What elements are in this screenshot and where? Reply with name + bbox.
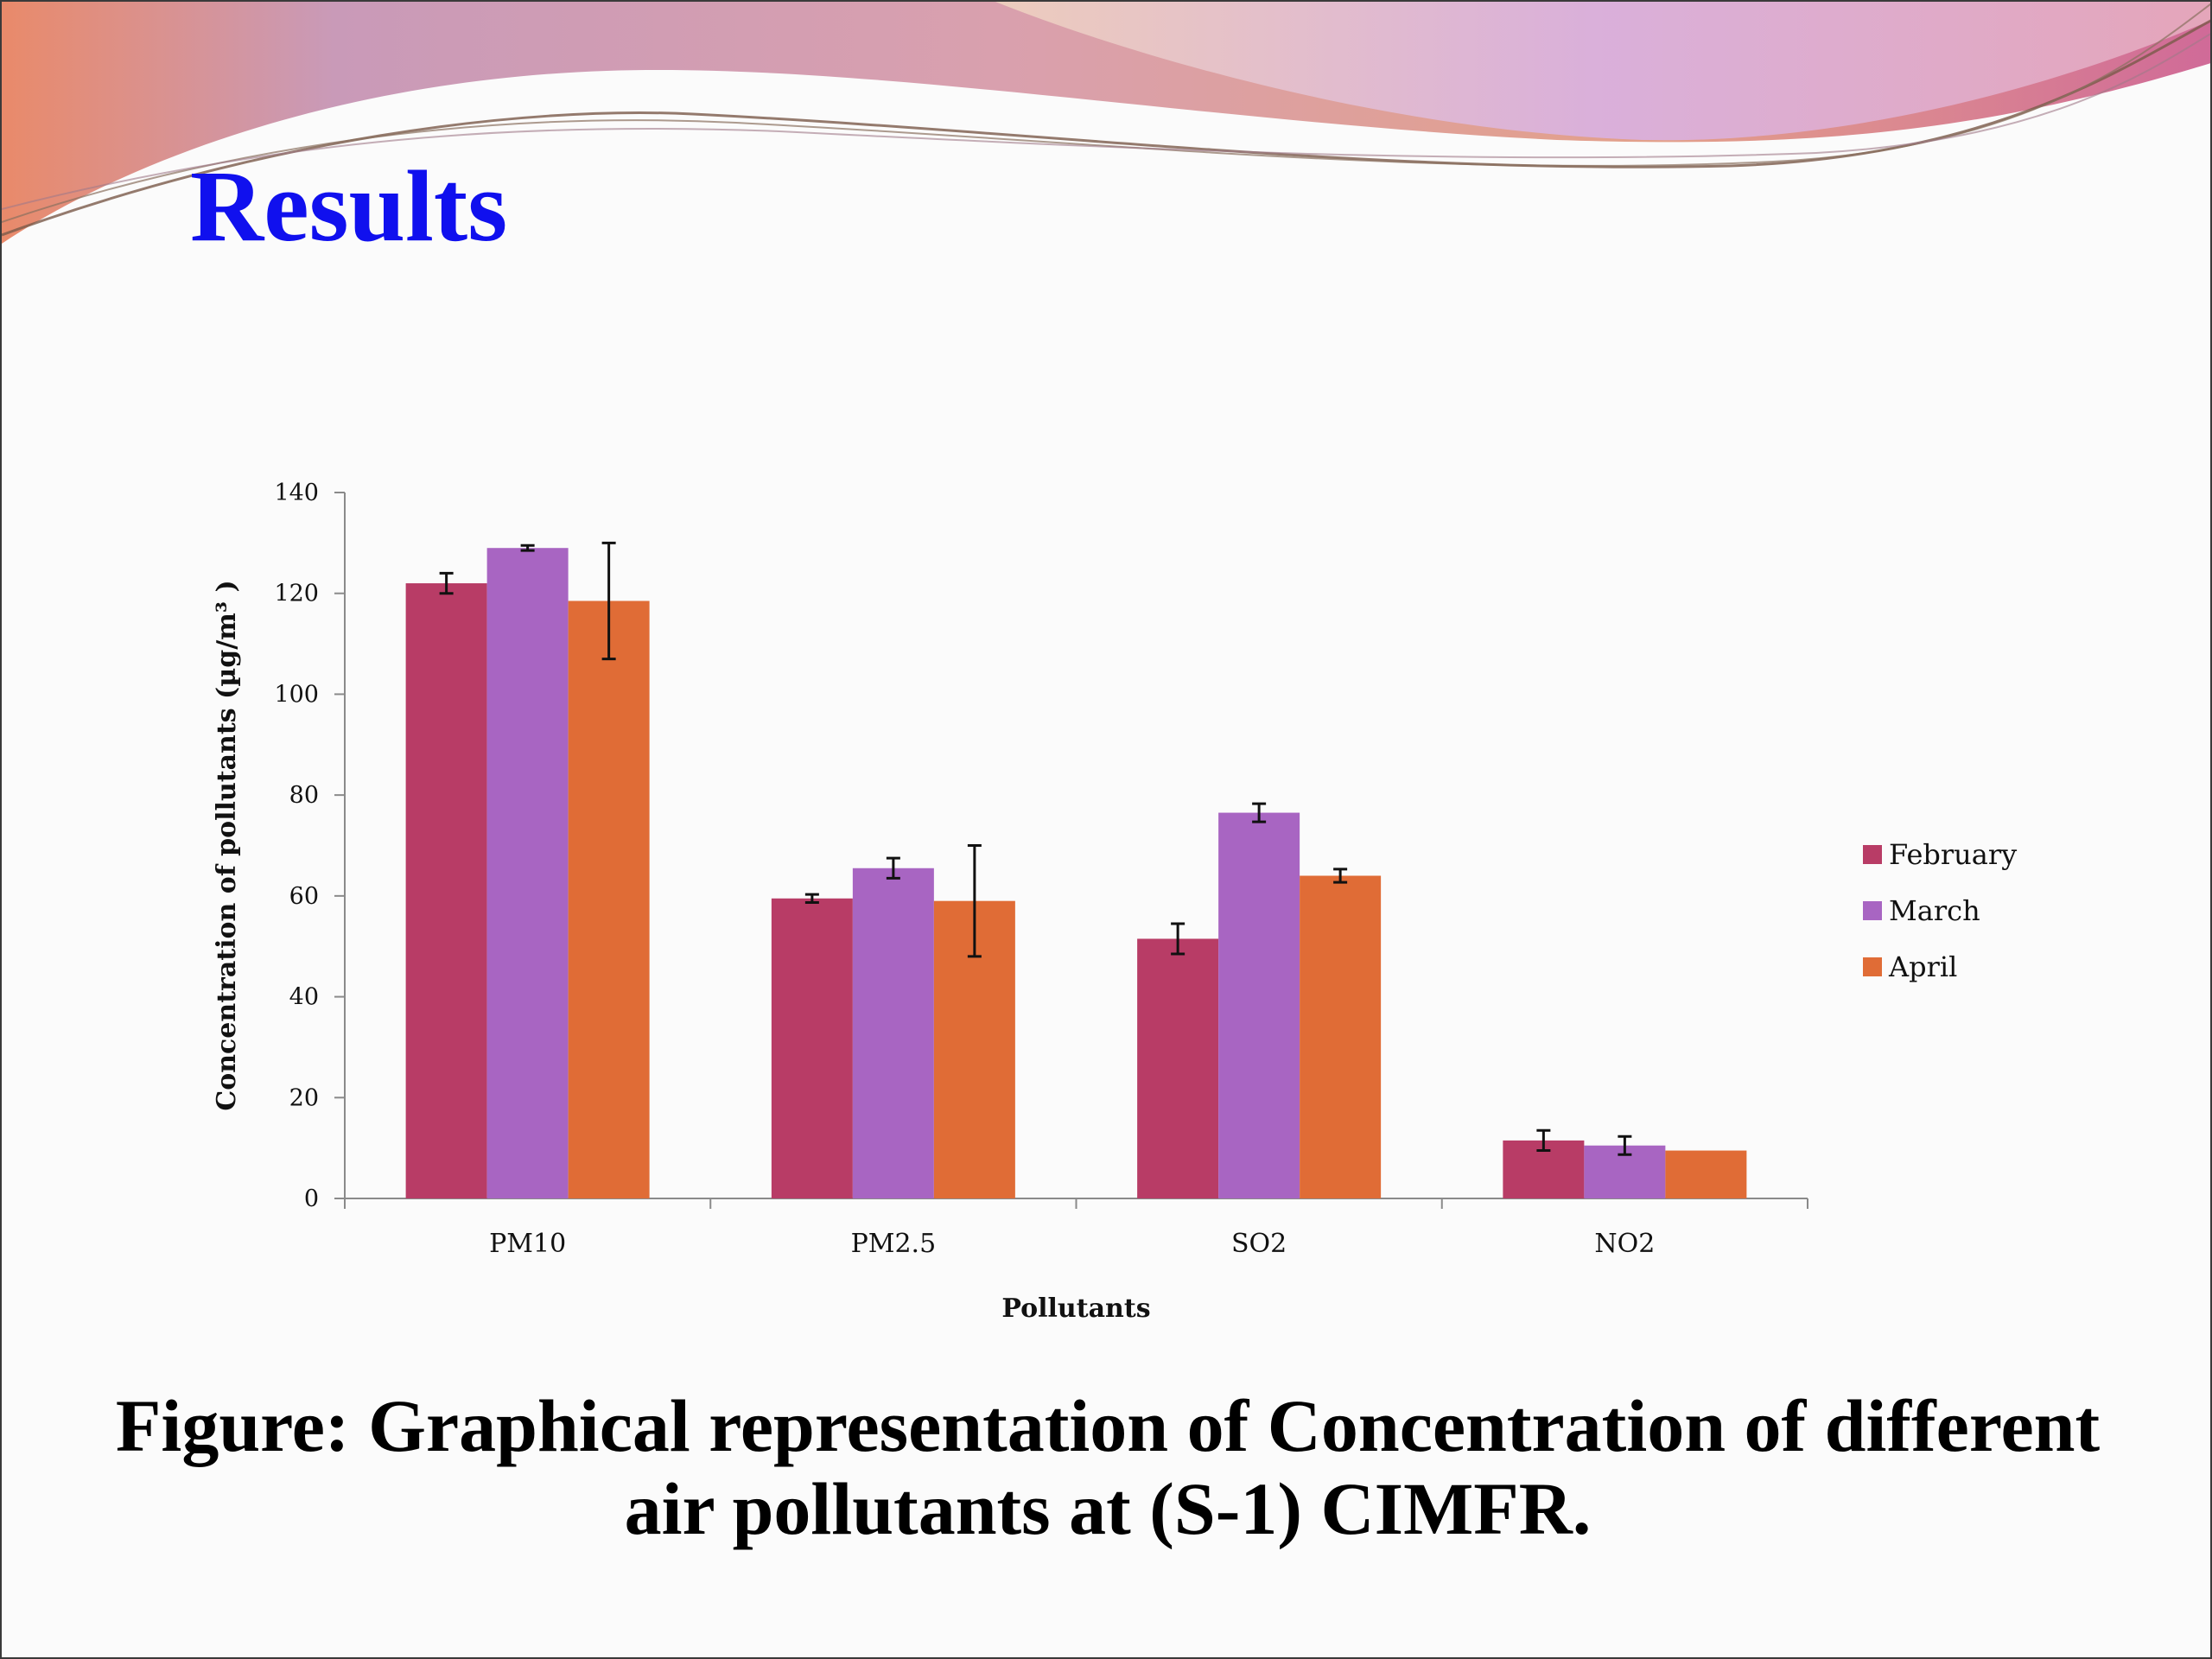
x-category-label: PM10 bbox=[489, 1229, 566, 1259]
x-category-label: SO2 bbox=[1231, 1229, 1287, 1259]
y-axis-title: Concentration of pollutants (µg/m³ ) bbox=[212, 580, 242, 1110]
error-bar bbox=[1171, 922, 1185, 956]
legend-swatch-february bbox=[1863, 845, 1882, 864]
error-bar bbox=[967, 844, 982, 958]
chart-labels: 0 20 40 60 80 100 120 140 PM10 PM2.5 SO2 NO2 Polluta… bbox=[212, 480, 1655, 1324]
legend-label-april: April bbox=[1888, 950, 1957, 983]
y-tick-label: 0 bbox=[304, 1185, 319, 1212]
error-bar bbox=[601, 541, 616, 661]
chart-legend: February March April bbox=[1863, 838, 2017, 983]
x-category-label: NO2 bbox=[1594, 1229, 1655, 1259]
y-tick-label: 80 bbox=[289, 782, 319, 809]
legend-swatch-april bbox=[1863, 957, 1882, 976]
decorative-banner bbox=[2, 2, 2210, 244]
error-bar bbox=[520, 543, 535, 552]
y-tick-label: 20 bbox=[289, 1084, 319, 1111]
error-bar bbox=[1618, 1135, 1632, 1156]
caption-line-2: air pollutants at (S-1) CIMFR. bbox=[624, 1467, 1592, 1551]
bar-april-so2 bbox=[1300, 875, 1382, 1198]
chart-bars bbox=[405, 548, 1747, 1198]
error-bar bbox=[439, 571, 454, 595]
bar-april-no2 bbox=[1665, 1150, 1747, 1198]
y-tick-label: 100 bbox=[274, 681, 319, 708]
bar-february-pm10 bbox=[405, 583, 487, 1198]
bar-chart: 0 20 40 60 80 100 120 140 PM10 PM2.5 SO2 NO2 Polluta… bbox=[212, 480, 2017, 1324]
x-category-label: PM2.5 bbox=[851, 1229, 937, 1259]
bar-february-pm25 bbox=[771, 898, 853, 1198]
error-bar bbox=[886, 856, 900, 880]
bar-march-pm10 bbox=[486, 548, 569, 1198]
chart-error-bars bbox=[439, 541, 1632, 1156]
error-bar bbox=[804, 893, 819, 904]
bar-february-so2 bbox=[1137, 938, 1219, 1198]
y-tick-label: 120 bbox=[274, 581, 319, 607]
figure-caption: Figure: Graphical representation of Conc… bbox=[36, 1384, 2179, 1551]
bar-march-so2 bbox=[1218, 812, 1300, 1198]
legend-label-march: March bbox=[1889, 894, 1980, 927]
y-tick-label: 60 bbox=[289, 883, 319, 910]
bar-march-pm25 bbox=[852, 868, 934, 1198]
bar-april-pm10 bbox=[568, 601, 650, 1198]
y-tick-label: 140 bbox=[274, 480, 319, 506]
legend-label-february: February bbox=[1889, 838, 2017, 871]
error-bar bbox=[1252, 802, 1267, 823]
slide-title: Results bbox=[190, 149, 508, 263]
legend-swatch-march bbox=[1863, 901, 1882, 920]
error-bar bbox=[1536, 1128, 1551, 1153]
y-tick-label: 40 bbox=[289, 984, 319, 1011]
x-axis-title: Pollutants bbox=[1001, 1294, 1150, 1324]
caption-line-1: Figure: Graphical representation of Conc… bbox=[115, 1384, 2101, 1467]
error-bar bbox=[1333, 868, 1348, 884]
